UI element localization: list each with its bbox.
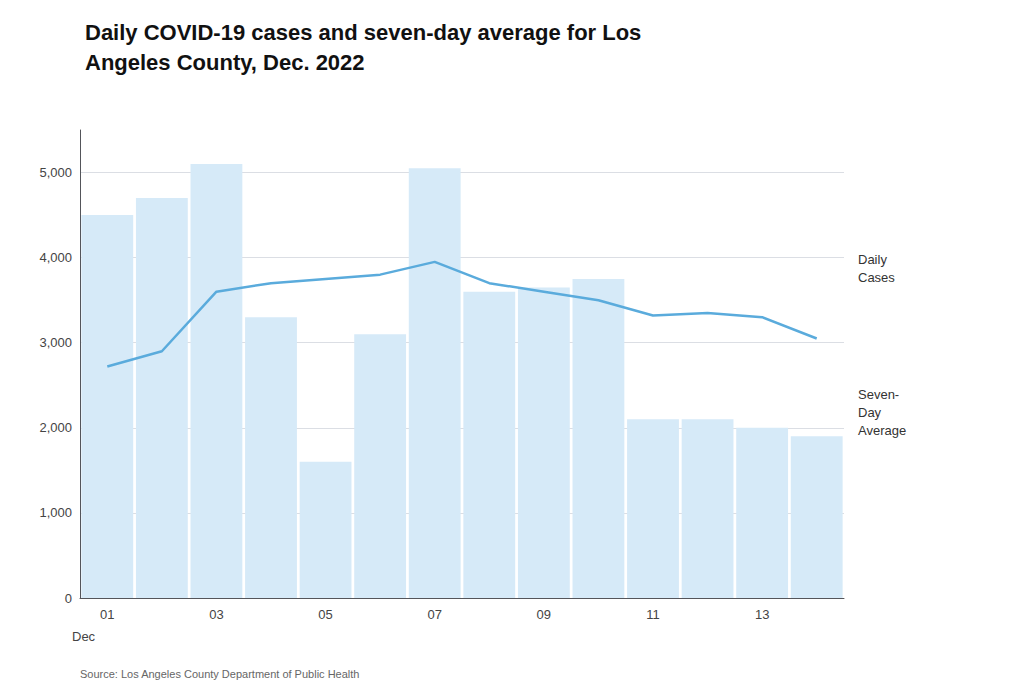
svg-text:07: 07 (427, 607, 441, 622)
svg-text:Average: Average (858, 423, 906, 438)
svg-text:Angeles County, Dec. 2022: Angeles County, Dec. 2022 (85, 50, 365, 75)
svg-text:Day: Day (858, 405, 882, 420)
svg-text:4,000: 4,000 (39, 250, 72, 265)
svg-text:1,000: 1,000 (39, 505, 72, 520)
svg-text:3,000: 3,000 (39, 335, 72, 350)
svg-text:03: 03 (209, 607, 223, 622)
svg-text:Dec: Dec (72, 629, 96, 644)
svg-text:Cases: Cases (858, 270, 895, 285)
svg-text:5,000: 5,000 (39, 165, 72, 180)
svg-text:Daily: Daily (858, 252, 887, 267)
svg-text:09: 09 (537, 607, 551, 622)
svg-text:0: 0 (65, 591, 72, 606)
svg-text:05: 05 (318, 607, 332, 622)
svg-text:11: 11 (646, 607, 660, 622)
svg-text:Daily COVID-19 cases and seven: Daily COVID-19 cases and seven-day avera… (85, 20, 641, 45)
svg-text:13: 13 (755, 607, 769, 622)
svg-text:Seven-: Seven- (858, 387, 899, 402)
svg-text:Source: Los Angeles County Dep: Source: Los Angeles County Department of… (80, 668, 359, 680)
svg-text:2,000: 2,000 (39, 420, 72, 435)
svg-text:01: 01 (100, 607, 114, 622)
